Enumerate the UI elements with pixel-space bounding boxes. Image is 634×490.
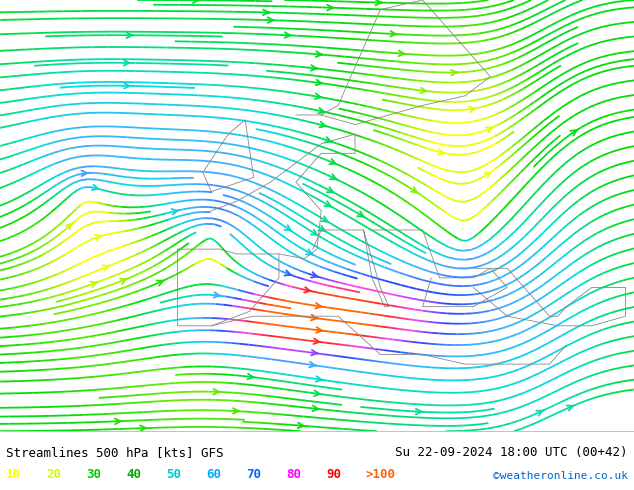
FancyArrowPatch shape xyxy=(247,374,254,379)
FancyArrowPatch shape xyxy=(313,339,320,344)
Text: 40: 40 xyxy=(126,468,141,481)
FancyArrowPatch shape xyxy=(214,292,221,297)
FancyArrowPatch shape xyxy=(318,108,325,113)
FancyArrowPatch shape xyxy=(157,280,164,286)
Text: >100: >100 xyxy=(366,468,396,481)
FancyArrowPatch shape xyxy=(311,65,318,71)
FancyArrowPatch shape xyxy=(330,159,337,164)
Text: 90: 90 xyxy=(326,468,341,481)
FancyArrowPatch shape xyxy=(298,423,304,428)
FancyArrowPatch shape xyxy=(66,223,73,230)
FancyArrowPatch shape xyxy=(115,418,121,424)
FancyArrowPatch shape xyxy=(327,5,333,10)
FancyArrowPatch shape xyxy=(124,83,131,89)
FancyArrowPatch shape xyxy=(420,88,427,93)
FancyArrowPatch shape xyxy=(469,107,476,112)
FancyArrowPatch shape xyxy=(313,406,319,411)
FancyArrowPatch shape xyxy=(571,129,578,135)
FancyArrowPatch shape xyxy=(285,32,291,38)
FancyArrowPatch shape xyxy=(316,51,322,57)
FancyArrowPatch shape xyxy=(316,327,323,333)
FancyArrowPatch shape xyxy=(124,60,130,66)
FancyArrowPatch shape xyxy=(358,211,365,217)
FancyArrowPatch shape xyxy=(316,376,323,382)
FancyArrowPatch shape xyxy=(330,174,337,180)
FancyArrowPatch shape xyxy=(140,425,146,431)
FancyArrowPatch shape xyxy=(311,272,318,277)
FancyArrowPatch shape xyxy=(285,270,292,275)
FancyArrowPatch shape xyxy=(325,201,332,207)
Text: 20: 20 xyxy=(46,468,61,481)
FancyArrowPatch shape xyxy=(309,362,316,368)
Text: Streamlines 500 hPa [kts] GFS: Streamlines 500 hPa [kts] GFS xyxy=(6,446,224,459)
FancyArrowPatch shape xyxy=(103,266,110,270)
FancyArrowPatch shape xyxy=(311,315,318,320)
FancyArrowPatch shape xyxy=(416,409,422,414)
FancyArrowPatch shape xyxy=(375,0,382,5)
FancyArrowPatch shape xyxy=(233,408,240,414)
FancyArrowPatch shape xyxy=(171,209,178,215)
FancyArrowPatch shape xyxy=(304,287,311,293)
Text: 60: 60 xyxy=(206,468,221,481)
FancyArrowPatch shape xyxy=(285,225,292,231)
FancyArrowPatch shape xyxy=(321,217,328,222)
FancyArrowPatch shape xyxy=(411,187,418,193)
FancyArrowPatch shape xyxy=(306,249,313,255)
FancyArrowPatch shape xyxy=(484,172,491,178)
Text: 70: 70 xyxy=(246,468,261,481)
Text: 50: 50 xyxy=(166,468,181,481)
FancyArrowPatch shape xyxy=(126,32,133,38)
FancyArrowPatch shape xyxy=(91,282,98,287)
FancyArrowPatch shape xyxy=(314,391,321,396)
FancyArrowPatch shape xyxy=(318,226,326,231)
FancyArrowPatch shape xyxy=(327,187,334,193)
FancyArrowPatch shape xyxy=(263,10,269,15)
FancyArrowPatch shape xyxy=(92,185,99,190)
FancyArrowPatch shape xyxy=(399,50,405,56)
Text: 30: 30 xyxy=(86,468,101,481)
FancyArrowPatch shape xyxy=(390,31,397,37)
Text: 10: 10 xyxy=(6,468,22,481)
Text: ©weatheronline.co.uk: ©weatheronline.co.uk xyxy=(493,471,628,481)
FancyArrowPatch shape xyxy=(213,389,220,394)
Text: 80: 80 xyxy=(286,468,301,481)
FancyArrowPatch shape xyxy=(81,171,88,176)
FancyArrowPatch shape xyxy=(311,350,318,355)
FancyArrowPatch shape xyxy=(486,127,493,132)
FancyArrowPatch shape xyxy=(536,410,543,416)
FancyArrowPatch shape xyxy=(120,279,127,284)
FancyArrowPatch shape xyxy=(315,94,322,99)
FancyArrowPatch shape xyxy=(325,137,332,143)
FancyArrowPatch shape xyxy=(95,235,102,240)
FancyArrowPatch shape xyxy=(438,149,444,155)
FancyArrowPatch shape xyxy=(315,303,322,309)
FancyArrowPatch shape xyxy=(311,230,318,236)
FancyArrowPatch shape xyxy=(567,406,574,411)
Text: Su 22-09-2024 18:00 UTC (00+42): Su 22-09-2024 18:00 UTC (00+42) xyxy=(395,446,628,459)
FancyArrowPatch shape xyxy=(320,122,327,127)
FancyArrowPatch shape xyxy=(451,70,458,75)
FancyArrowPatch shape xyxy=(316,80,323,85)
FancyArrowPatch shape xyxy=(193,0,199,3)
FancyArrowPatch shape xyxy=(268,17,274,23)
